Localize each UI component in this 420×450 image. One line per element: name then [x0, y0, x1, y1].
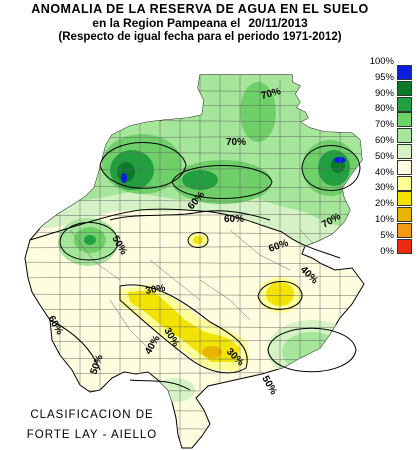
title-line-3: (Respecto de igual fecha para el periodo… [58, 31, 342, 43]
contour-label: 70% [226, 137, 246, 148]
legend-swatch [397, 191, 412, 207]
zone-70-se [282, 332, 342, 372]
legend-label: 20% [374, 198, 394, 210]
legend-label: 5% [380, 229, 394, 241]
credit-line-2: FORTE LAY - AIELLO [26, 429, 158, 441]
color-legend: 100% 95% 90% 80% 70% 60% 50% 40% 30% 20% 10% 5% 0% [366, 56, 416, 261]
zone-30-center [193, 236, 203, 244]
legend-item: 50% [366, 150, 416, 175]
map-title: ANOMALIA DE LA RESERVA DE AGUA EN EL SUE… [0, 2, 400, 44]
legend-label: 95% [374, 71, 394, 83]
credit-line-1: CLASIFICACION DE [30, 409, 154, 421]
legend-swatch [397, 80, 412, 96]
contour-label: 60% [224, 214, 244, 225]
zone-100-nw [121, 173, 127, 183]
contour-label: 50% [259, 374, 279, 397]
legend-item: 70% [366, 119, 416, 144]
contour-label: 30% [145, 283, 167, 297]
zone-80-north [240, 82, 276, 142]
legend-swatch [397, 112, 412, 128]
title-date: 20/11/2013 [248, 16, 308, 30]
legend-item: 30% [366, 182, 416, 207]
legend-label: 30% [374, 182, 394, 194]
legend-swatch [397, 238, 412, 254]
legend-swatch [397, 207, 412, 223]
legend-label: 90% [374, 87, 394, 99]
legend-item: 90% [366, 87, 416, 112]
legend-item: 20% [366, 198, 416, 223]
legend-label: 40% [374, 166, 394, 178]
zone-30-south [128, 290, 240, 362]
legend-item: 100% [366, 56, 416, 80]
title-line-1: ANOMALIA DE LA RESERVA DE AGUA EN EL SUE… [31, 2, 369, 16]
legend-swatch [397, 222, 412, 238]
contour-label: 70% [260, 86, 282, 102]
title-line-2: en la Region Pampeana el 20/11/2013 [0, 16, 400, 30]
legend-label: 60% [374, 134, 394, 146]
legend-item: 0% [366, 246, 416, 262]
legend-label: 80% [374, 103, 394, 115]
zone-90-west [84, 235, 96, 245]
legend-label: 0% [380, 245, 394, 257]
legend-label: 70% [374, 119, 394, 131]
title-region: en la Region Pampeana el [92, 16, 241, 30]
legend-label: 50% [374, 150, 394, 162]
legend-item: 10% [366, 213, 416, 238]
legend-item: 80% [366, 103, 416, 128]
legend-swatch [397, 143, 412, 159]
legend-label: 10% [374, 213, 394, 225]
legend-swatch [397, 96, 412, 112]
zone-20-south [202, 346, 222, 358]
legend-swatch [397, 175, 412, 191]
legend-item: 5% [366, 229, 416, 254]
contour-lines [29, 142, 361, 391]
legend-swatch [397, 159, 412, 175]
legend-item: 40% [366, 166, 416, 191]
legend-label: 100% [369, 56, 394, 67]
legend-swatch [397, 128, 412, 144]
classification-credit: CLASIFICACION DE FORTE LAY - AIELLO [12, 405, 172, 445]
legend-swatch [397, 65, 412, 80]
legend-item: 95% [366, 71, 416, 96]
legend-item: 60% [366, 134, 416, 159]
